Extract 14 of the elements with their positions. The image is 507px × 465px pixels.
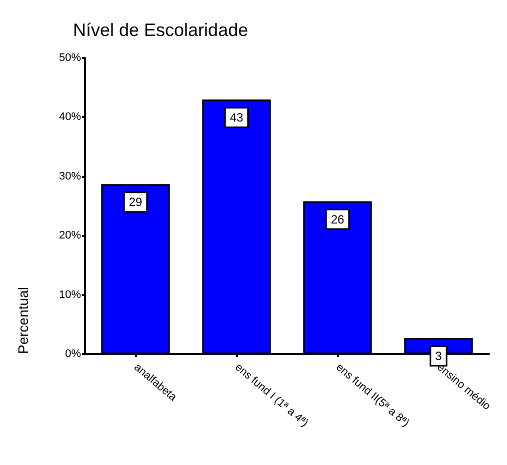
- y-tick-label: 20%: [58, 230, 82, 242]
- data-label: 43: [230, 110, 244, 124]
- y-tick-label: 30%: [58, 170, 82, 182]
- chart-title: Nível de Escolaridade: [73, 20, 248, 40]
- y-tick-label: 0%: [65, 348, 82, 360]
- y-tick-label: 50%: [58, 52, 82, 64]
- x-tick-label: ens fund II(5ª a 8ª): [334, 361, 412, 430]
- data-label: 3: [435, 349, 442, 364]
- data-label: 29: [128, 195, 142, 210]
- y-axis-title: Percentual: [15, 287, 31, 354]
- data-label: 26: [330, 212, 344, 226]
- y-tick-label: 10%: [58, 288, 82, 301]
- x-tick-label: ens fund I (1ª a 4ª): [232, 361, 310, 430]
- y-tick-label: 40%: [58, 111, 82, 124]
